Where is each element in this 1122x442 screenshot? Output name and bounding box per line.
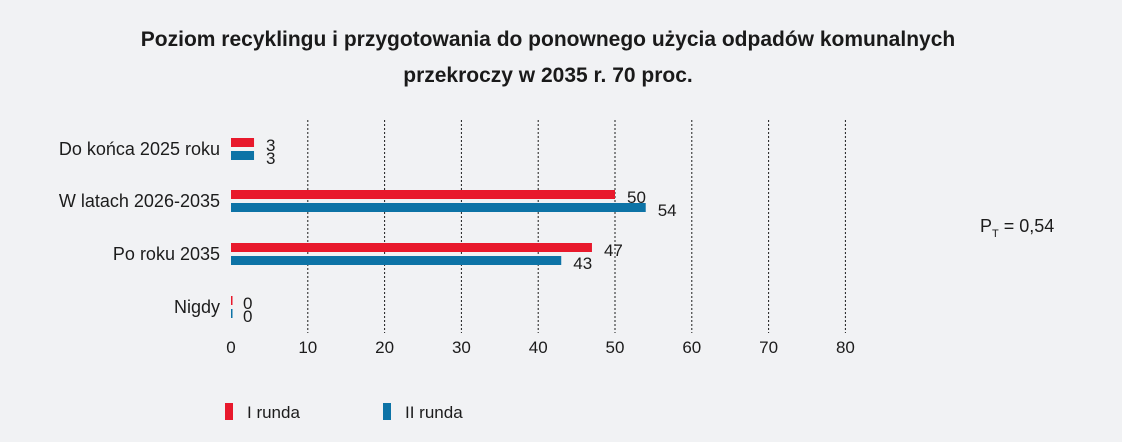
bars [231,138,646,318]
bar-ii-runda [231,151,255,160]
data-label: 3 [266,136,275,155]
category-label: Po roku 2035 [113,244,220,264]
chart-title: Poziom recyklingu i przygotowania do pon… [141,28,955,87]
category-labels: Do końca 2025 roku W latach 2026-2035 Po r… [59,139,220,317]
category-label: W latach 2026-2035 [59,191,220,211]
bar-i-runda [231,138,255,147]
data-label: 54 [658,201,677,220]
x-tick-label: 30 [452,338,471,357]
data-label: 0 [243,307,252,326]
chart-title-line-1: Poziom recyklingu i przygotowania do pon… [141,28,955,51]
data-label: 47 [604,241,623,260]
category-label: Do końca 2025 roku [59,139,220,159]
gridlines [307,120,846,333]
legend-item: I runda [225,403,300,422]
x-tick-label: 50 [606,338,625,357]
pt-annotation: PT = 0,54 [980,216,1054,240]
data-label: 0 [243,294,252,313]
bar-i-runda [231,296,233,305]
x-axis-ticks: 0 10 20 30 40 50 60 70 80 [226,338,855,357]
data-label: 43 [573,254,592,273]
legend-swatch [383,403,391,420]
x-tick-label: 10 [298,338,317,357]
x-tick-label: 40 [529,338,548,357]
data-labels: 33 50 54 47 43 00 [243,136,677,326]
category-label: Nigdy [174,297,220,317]
bar-ii-runda [231,256,562,265]
legend-label: II runda [405,403,463,422]
x-tick-label: 80 [836,338,855,357]
bar-ii-runda [231,203,646,212]
chart-title-line-2: przekroczy w 2035 r. 70 proc. [403,64,693,87]
legend-item: II runda [383,403,463,422]
data-label: 50 [627,188,646,207]
x-tick-label: 70 [759,338,778,357]
bar-ii-runda [231,309,233,318]
x-tick-label: 20 [375,338,394,357]
bar-i-runda [231,190,615,199]
bar-i-runda [231,243,592,252]
legend-swatch [225,403,233,420]
data-label: 3 [266,149,275,168]
x-tick-label: 0 [226,338,235,357]
legend-label: I runda [247,403,300,422]
x-tick-label: 60 [682,338,701,357]
legend: I runda II runda [225,403,463,422]
